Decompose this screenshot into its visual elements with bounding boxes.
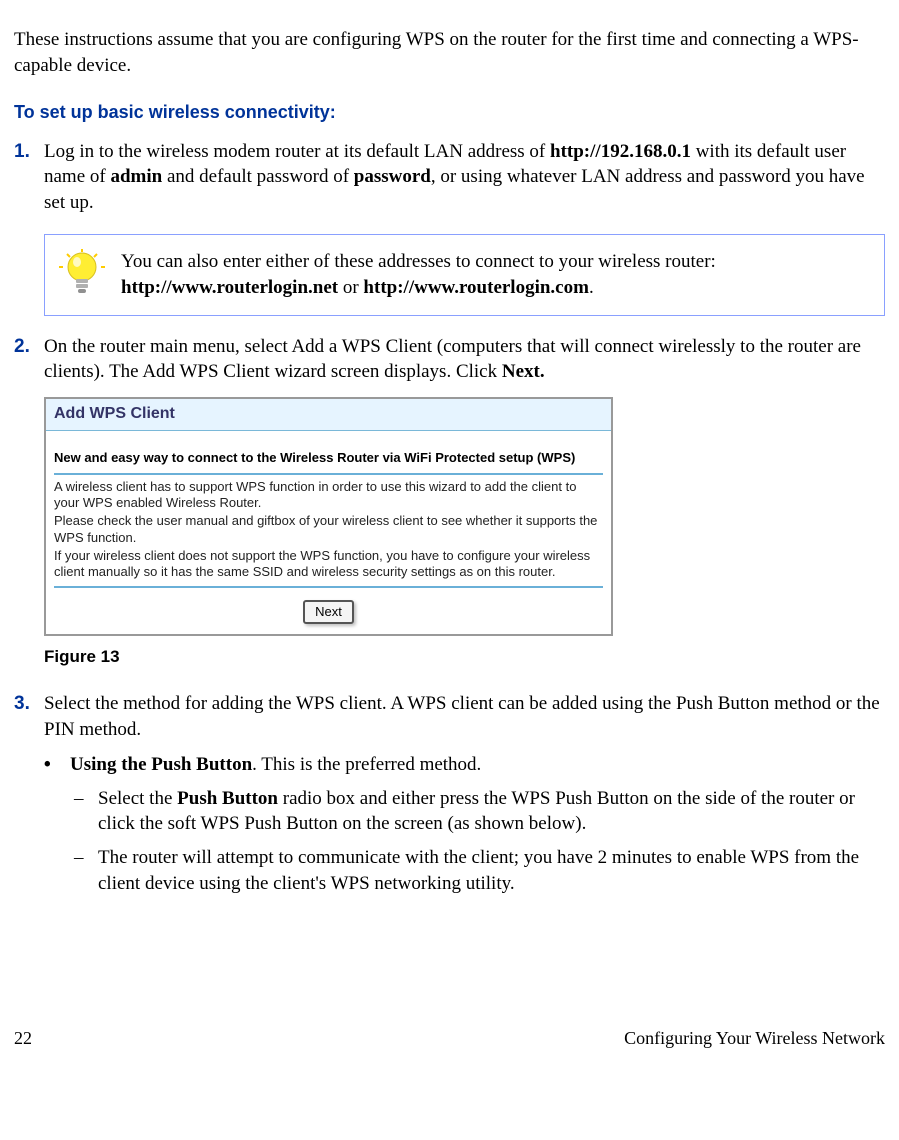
next-button[interactable]: Next xyxy=(303,600,354,624)
page-number: 22 xyxy=(14,1026,32,1050)
text: or xyxy=(338,277,363,298)
tip-text: You can also enter either of these addre… xyxy=(121,249,870,300)
text: You can also enter either of these addre… xyxy=(121,251,716,272)
panel-title: Add WPS Client xyxy=(46,399,611,432)
url-text: http://www.routerlogin.net xyxy=(121,277,338,298)
lightbulb-icon xyxy=(59,249,105,301)
text: . xyxy=(589,277,594,298)
dash-mark: – xyxy=(74,786,98,837)
text: On the router main menu, select Add a WP… xyxy=(44,336,861,383)
section-heading: To set up basic wireless connectivity: xyxy=(14,100,885,124)
step-2: 2. On the router main menu, select Add a… xyxy=(14,334,885,385)
dash-text: Select the Push Button radio box and eit… xyxy=(98,786,885,837)
text: Log in to the wireless modem router at i… xyxy=(44,141,550,162)
next-label: Next. xyxy=(502,361,545,382)
step-body: On the router main menu, select Add a WP… xyxy=(44,334,885,385)
step-body: Select the method for adding the WPS cli… xyxy=(44,691,885,742)
tip-box: You can also enter either of these addre… xyxy=(44,234,885,316)
panel-paragraph: If your wireless client does not support… xyxy=(54,548,603,581)
dash-text: The router will attempt to communicate w… xyxy=(98,845,885,896)
step-number: 1. xyxy=(14,139,44,216)
step-number: 2. xyxy=(14,334,44,385)
dash-item: – Select the Push Button radio box and e… xyxy=(74,786,885,837)
url-text: http://www.routerlogin.com xyxy=(363,277,589,298)
text: and default password of xyxy=(162,166,354,187)
bullet-item: • Using the Push Button. This is the pre… xyxy=(44,752,885,778)
dash-item: – The router will attempt to communicate… xyxy=(74,845,885,896)
dash-mark: – xyxy=(74,845,98,896)
panel-paragraph: A wireless client has to support WPS fun… xyxy=(54,479,603,512)
page-footer: 22 Configuring Your Wireless Network xyxy=(14,1026,885,1050)
step-3: 3. Select the method for adding the WPS … xyxy=(14,691,885,742)
step-body: Log in to the wireless modem router at i… xyxy=(44,139,885,216)
username-text: admin xyxy=(110,166,162,187)
footer-title: Configuring Your Wireless Network xyxy=(624,1026,885,1050)
bullet-mark: • xyxy=(44,752,70,778)
text: . This is the preferred method. xyxy=(252,754,481,775)
bullet-text: Using the Push Button. This is the prefe… xyxy=(70,752,481,778)
figure-caption: Figure 13 xyxy=(44,646,885,669)
bold-text: Using the Push Button xyxy=(70,754,252,775)
divider xyxy=(54,473,603,475)
step-1: 1. Log in to the wireless modem router a… xyxy=(14,139,885,216)
wps-client-panel: Add WPS Client New and easy way to conne… xyxy=(44,397,613,636)
step-number: 3. xyxy=(14,691,44,742)
password-text: password xyxy=(354,166,431,187)
panel-subtitle: New and easy way to connect to the Wirel… xyxy=(54,449,603,467)
url-text: http://192.168.0.1 xyxy=(550,141,691,162)
bold-text: Push Button xyxy=(177,788,278,809)
text: Select the xyxy=(98,788,177,809)
divider xyxy=(54,586,603,588)
intro-paragraph: These instructions assume that you are c… xyxy=(14,27,885,78)
panel-paragraph: Please check the user manual and giftbox… xyxy=(54,513,603,546)
